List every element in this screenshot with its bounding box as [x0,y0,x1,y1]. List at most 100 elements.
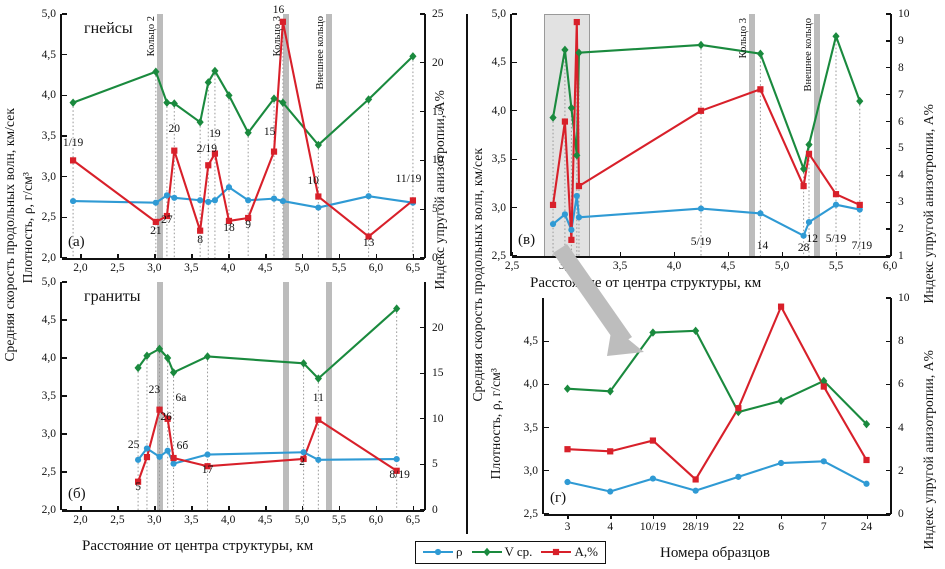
y-tick-label-right: 8 [898,61,904,74]
data-point [564,478,571,486]
y-tick-left [62,319,67,321]
data-point [561,211,569,218]
x-tick-label: 5,5 [828,260,844,272]
y-tick-label-left: 2,0 [41,252,56,264]
y-tick-left [62,357,67,359]
y-tick-right [886,201,891,203]
x-tick-label: 3,5 [612,260,628,272]
y-tick-label-right: 3 [898,196,904,209]
y-tick-label-left: 3,5 [491,153,506,166]
y-tick-right [420,159,425,162]
data-point [170,454,177,462]
y-tick-left [544,426,549,429]
ring-band [157,14,164,258]
y-tick-left [512,110,517,112]
x-axis-title-left: Расстояние от центра структуры, км [82,538,314,554]
x-tick [265,506,267,511]
y-tick-label-left: 2,5 [41,466,56,478]
x-tick-label: 4,5 [720,260,736,272]
x-tick-label: 7 [820,521,827,533]
data-point [856,201,863,209]
point-label: 9 [245,219,252,232]
legend-item-rho: ρ [423,544,463,560]
x-tick [228,254,230,259]
y-tick-label-right: 10 [432,412,444,425]
data-point [69,157,77,164]
x-tick [154,506,156,511]
data-point [832,191,840,198]
x-tick [191,254,193,259]
y-tick-label-right: 10 [898,8,910,20]
data-point [211,197,219,204]
data-point [549,113,557,122]
x-tick-label: 3,0 [147,262,162,274]
y-tick-label-right: 2 [898,464,904,477]
data-point [777,459,785,467]
ring-band [813,14,820,256]
x-axis-line [544,514,890,516]
y-tick-right [886,13,891,15]
data-point [757,86,764,93]
panel-tag: (б) [68,486,86,502]
y-tick-left [544,470,549,472]
panel-v: Кольцо 3 Внешнее кольцо 2,5 3,0 3,5 4,0 4,5 5,0… [492,8,910,272]
y-tick-label-left: 3,5 [41,390,56,402]
point-label: 25 [127,439,140,452]
point-label: 10 [307,174,319,187]
y-tick-label-left: 2,5 [41,211,56,224]
data-point [164,415,171,422]
data-point [805,140,813,149]
x-tick-label: 2,5 [504,260,520,272]
x-tick-label: 6 [778,521,784,533]
y-tick-right [886,297,891,299]
data-point [393,455,400,463]
x-tick-label: 28/19 [682,521,709,533]
axis-title-left-outer: Средняя скорость продольных волн, км/сек [2,108,17,362]
data-point [143,454,151,461]
axis-title-right-outer-2: Индекс упругой анизотропии, A% [921,350,936,550]
y-tick-label-right: 20 [432,56,444,69]
series-line [137,307,398,380]
data-point [692,476,699,483]
data-point [69,197,77,205]
data-point [649,437,657,444]
x-tick-label: 4,5 [257,514,273,526]
axis-title-left-inner: Плотность, ρ, г/см³ [20,172,35,284]
panel-a: Кольцо 2 Кольцо 3 Внешнее кольцо 2,0 2,5 3,0 3… [42,4,444,274]
x-tick-label: 22 [732,521,745,533]
data-point [152,199,159,206]
y-tick-label-right: 9 [898,34,904,47]
y-axis-line-left [60,14,62,258]
legend-label-v: V ср. [504,544,533,559]
x-tick-label: 2,5 [110,514,125,526]
y-tick-right [420,208,425,210]
y-tick-label-left: 4,0 [41,89,56,102]
data-point [692,487,699,494]
point-label: 8/19 [389,469,410,482]
series-line [566,460,868,493]
data-point [163,98,171,107]
data-point [863,480,870,487]
x-tick [412,254,415,259]
x-tick-label: 5,0 [774,260,790,272]
point-label: 28 [797,242,810,255]
point-label: 26 [160,411,172,424]
ring-band [157,282,164,510]
data-point [69,98,77,107]
data-point [697,205,705,212]
y-tick-right [886,383,891,386]
y-tick-left [512,13,517,15]
x-tick-label: 3,0 [558,260,574,272]
center-divider [466,14,468,534]
x-tick [154,254,156,259]
data-point [697,107,705,114]
x-tick [781,514,783,519]
y-tick-left [512,158,517,160]
y-tick-right [420,257,425,259]
x-tick [823,514,826,519]
data-point [434,548,442,556]
data-point [832,32,840,41]
y-tick-label-left: 3,0 [41,170,56,183]
x-tick [695,514,698,519]
data-point [134,456,142,463]
